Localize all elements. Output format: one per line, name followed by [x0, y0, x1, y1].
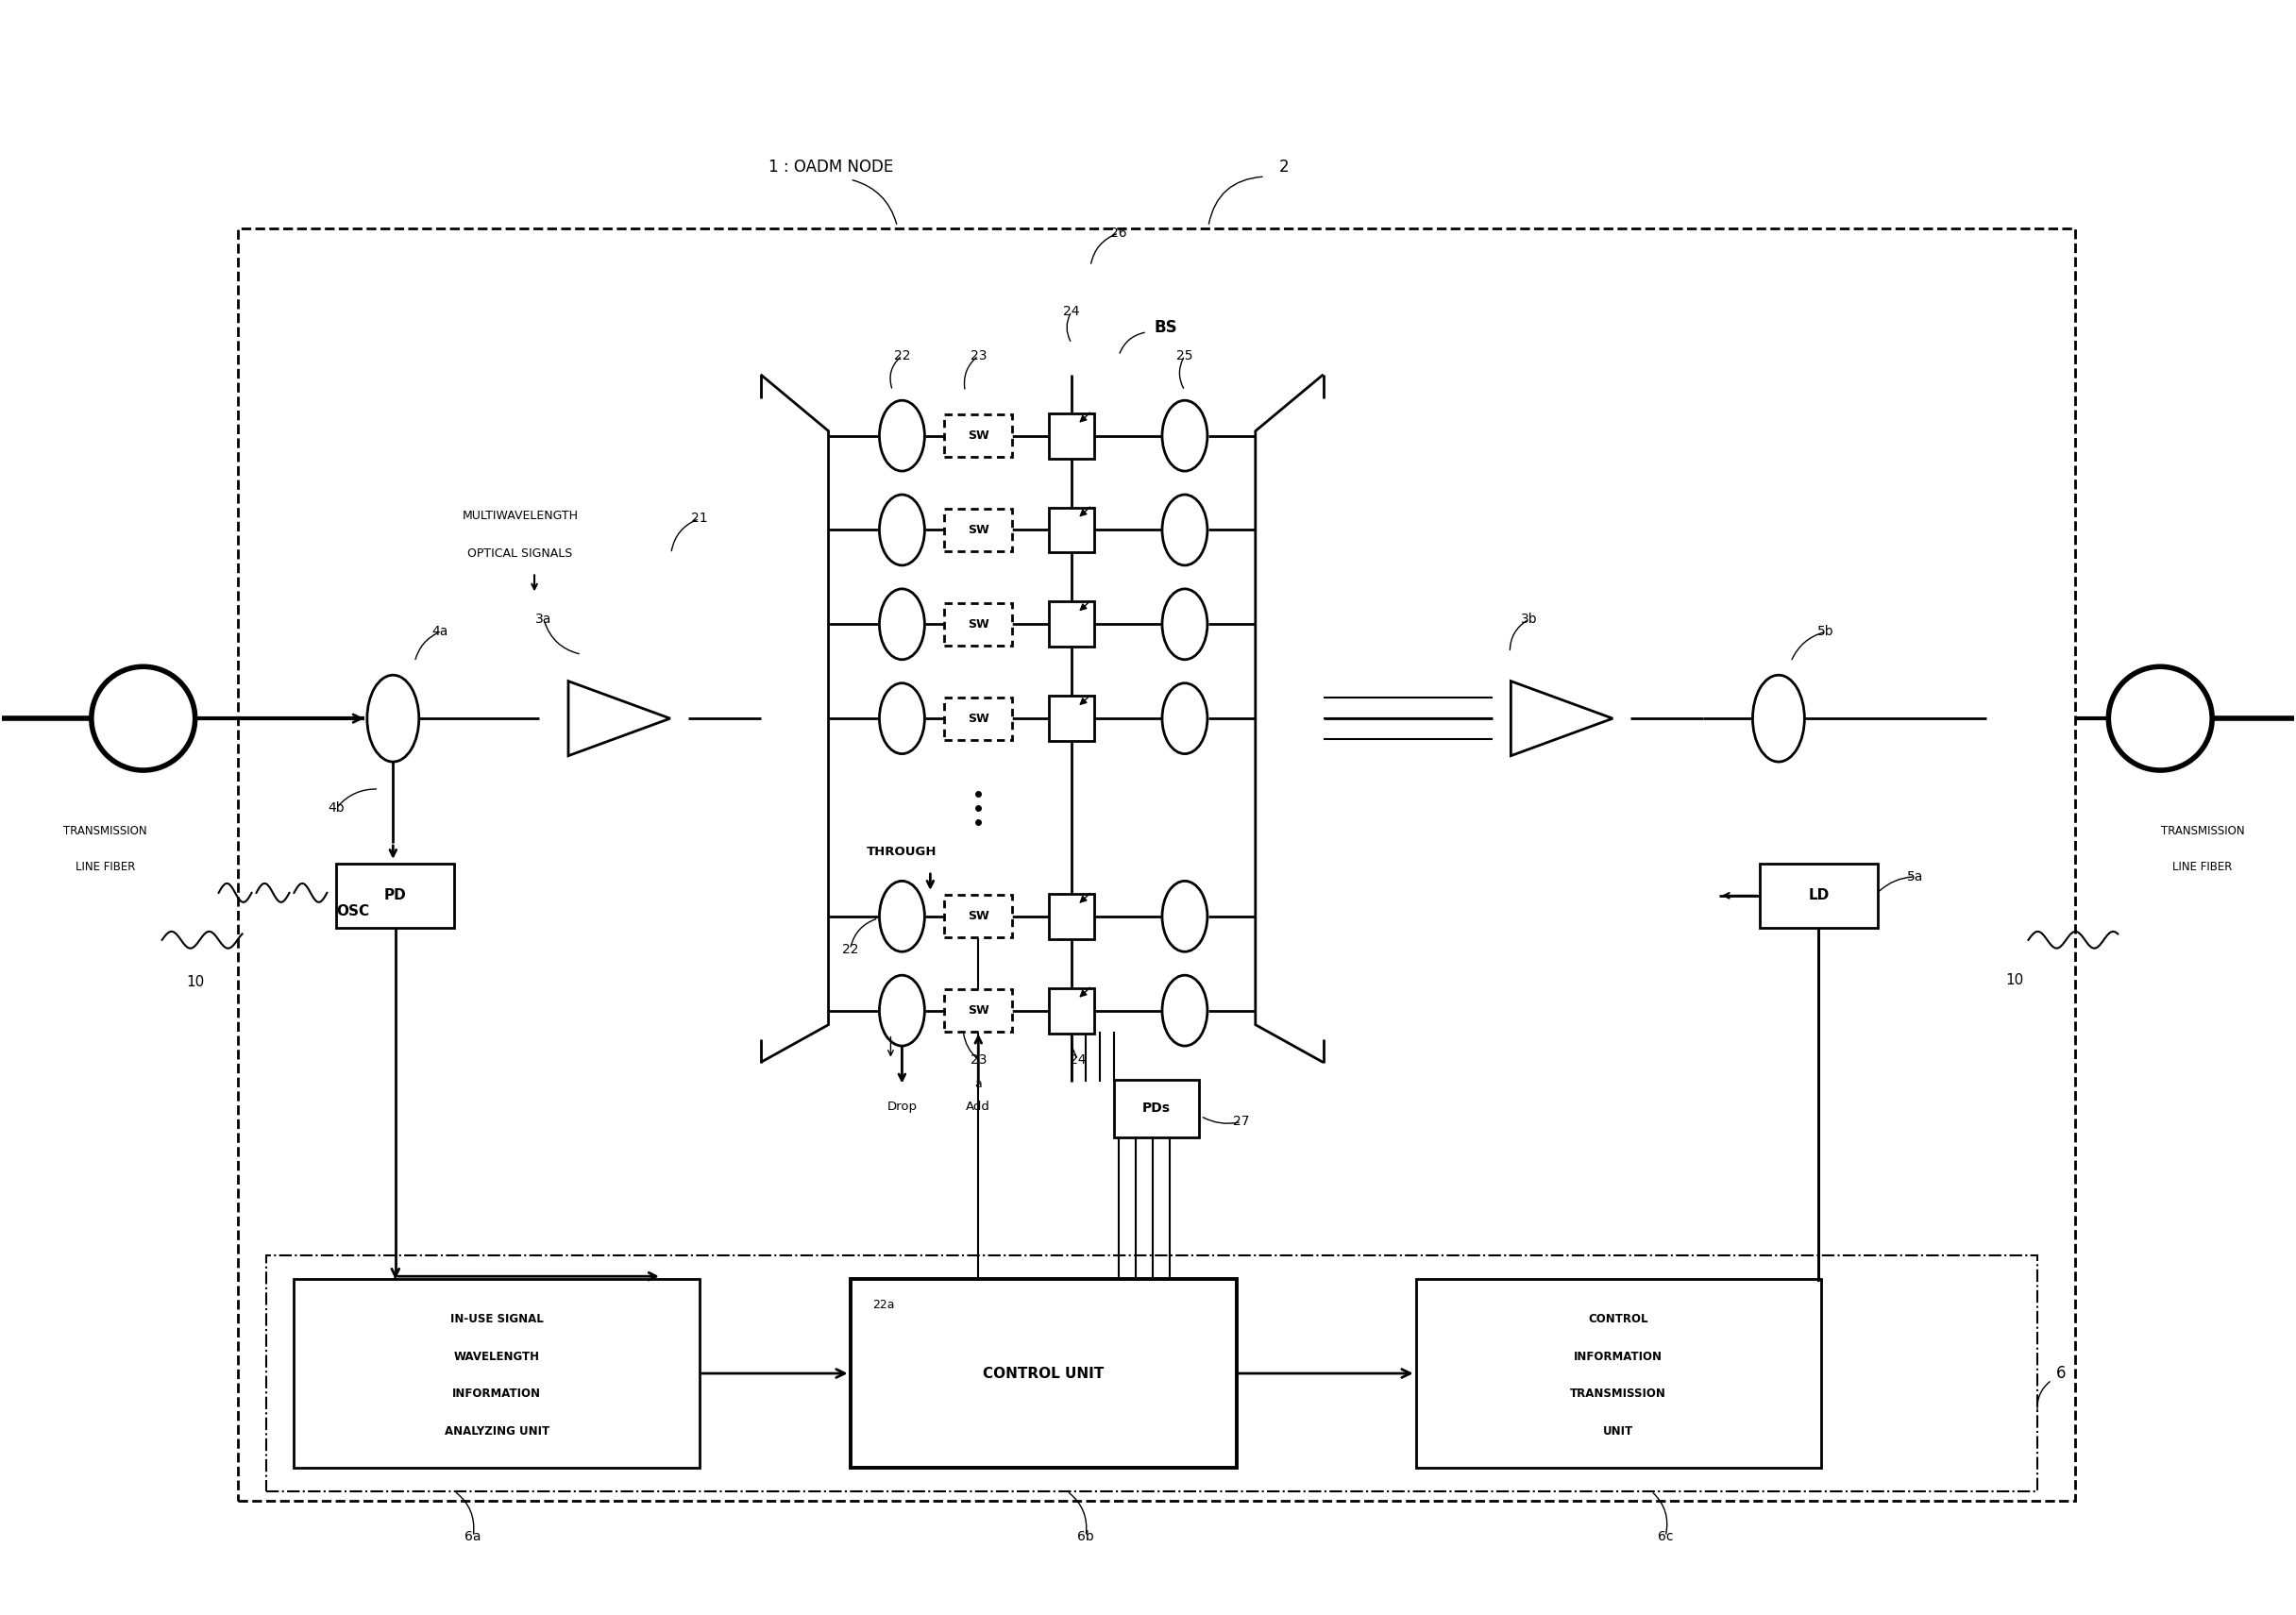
Ellipse shape [879, 401, 925, 472]
Text: 22a: 22a [872, 1298, 893, 1311]
Ellipse shape [1162, 401, 1208, 472]
Ellipse shape [879, 494, 925, 565]
Polygon shape [1511, 682, 1612, 756]
Bar [1759, 864, 1878, 927]
Text: LINE FIBER: LINE FIBER [2172, 861, 2232, 874]
Text: BS: BS [1155, 318, 1178, 336]
Text: 1 : OADM NODE: 1 : OADM NODE [769, 158, 893, 176]
Text: PD: PD [383, 888, 406, 903]
Ellipse shape [879, 882, 925, 951]
Text: IN-USE SIGNAL: IN-USE SIGNAL [450, 1313, 544, 1324]
Ellipse shape [367, 675, 418, 762]
Ellipse shape [1162, 975, 1208, 1047]
Text: OSC: OSC [338, 904, 370, 919]
Text: 2: 2 [1279, 158, 1288, 176]
Bar [1049, 602, 1095, 648]
Text: THROUGH: THROUGH [868, 846, 937, 859]
Text: 23: 23 [971, 1053, 987, 1066]
Text: SW: SW [967, 1005, 990, 1017]
Bar [294, 1279, 700, 1468]
Text: 6b: 6b [1077, 1529, 1095, 1542]
Text: 10: 10 [186, 975, 204, 990]
Ellipse shape [879, 589, 925, 659]
Text: 10: 10 [2004, 974, 2023, 987]
Text: 4a: 4a [432, 625, 448, 638]
Bar [944, 415, 1013, 457]
Text: a: a [976, 1077, 983, 1090]
Text: SW: SW [967, 712, 990, 725]
Text: 26: 26 [1111, 226, 1127, 239]
Text: SW: SW [967, 523, 990, 536]
Circle shape [2108, 667, 2211, 770]
Text: 24: 24 [1070, 1053, 1086, 1066]
Text: CONTROL UNIT: CONTROL UNIT [983, 1366, 1104, 1381]
Text: TRANSMISSION: TRANSMISSION [1570, 1387, 1667, 1400]
Ellipse shape [1752, 675, 1805, 762]
Ellipse shape [1162, 683, 1208, 754]
Bar [236, 228, 2076, 1500]
Ellipse shape [1162, 882, 1208, 951]
Text: INFORMATION: INFORMATION [1575, 1350, 1662, 1363]
Bar [944, 895, 1013, 938]
Text: SW: SW [967, 911, 990, 922]
Text: SW: SW [967, 430, 990, 443]
Text: 22: 22 [843, 943, 859, 956]
Text: INFORMATION: INFORMATION [452, 1387, 542, 1400]
Bar [1049, 988, 1095, 1034]
Text: 24: 24 [1063, 305, 1079, 318]
Ellipse shape [879, 975, 925, 1047]
Text: 27: 27 [1233, 1116, 1249, 1129]
Bar [1049, 413, 1095, 459]
Text: LD: LD [1809, 888, 1830, 903]
Text: 23: 23 [971, 349, 987, 362]
Text: 5a: 5a [1908, 870, 1924, 883]
Bar [1049, 507, 1095, 552]
Text: WAVELENGTH: WAVELENGTH [455, 1350, 540, 1363]
Bar [944, 990, 1013, 1032]
Ellipse shape [879, 683, 925, 754]
Text: 22: 22 [893, 349, 909, 362]
Text: LINE FIBER: LINE FIBER [76, 861, 135, 874]
Bar [944, 509, 1013, 551]
Bar [944, 602, 1013, 646]
Text: 3b: 3b [1520, 612, 1536, 627]
Text: 6a: 6a [464, 1529, 482, 1542]
Text: CONTROL: CONTROL [1589, 1313, 1649, 1324]
Text: SW: SW [967, 619, 990, 630]
Text: 6: 6 [2057, 1365, 2066, 1382]
Bar [850, 1279, 1238, 1468]
Bar [1417, 1279, 1821, 1468]
Text: UNIT: UNIT [1603, 1426, 1632, 1437]
Bar [1049, 893, 1095, 938]
Text: ANALYZING UNIT: ANALYZING UNIT [443, 1426, 549, 1437]
Text: 25: 25 [1176, 349, 1194, 362]
Text: 4b: 4b [328, 801, 344, 814]
Text: TRANSMISSION: TRANSMISSION [2161, 825, 2245, 838]
Text: PDs: PDs [1143, 1101, 1171, 1116]
Text: OPTICAL SIGNALS: OPTICAL SIGNALS [468, 547, 572, 560]
Bar [944, 698, 1013, 740]
Ellipse shape [1162, 494, 1208, 565]
Text: TRANSMISSION: TRANSMISSION [64, 825, 147, 838]
Text: 5b: 5b [1818, 625, 1835, 638]
Bar [1114, 1079, 1199, 1139]
Text: 21: 21 [691, 512, 707, 525]
Bar [1049, 696, 1095, 741]
Polygon shape [569, 682, 670, 756]
Circle shape [92, 667, 195, 770]
Bar [338, 864, 455, 927]
Text: Drop: Drop [886, 1100, 916, 1113]
Ellipse shape [1162, 589, 1208, 659]
Text: 6c: 6c [1658, 1529, 1674, 1542]
Bar [266, 1255, 2039, 1491]
Text: Add: Add [967, 1100, 990, 1113]
Text: MULTIWAVELENGTH: MULTIWAVELENGTH [461, 510, 579, 522]
Text: 3a: 3a [535, 612, 551, 627]
